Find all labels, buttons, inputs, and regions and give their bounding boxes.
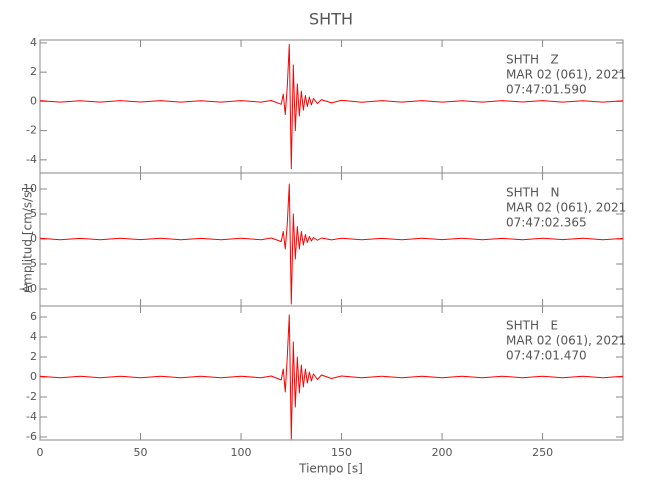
waveform (39, 183, 624, 305)
trace-annotation: SHTH E (506, 319, 558, 333)
y-tick-label: -10 (19, 282, 37, 295)
trace-annotation: SHTH Z (506, 53, 559, 67)
x-tick-label: 100 (231, 446, 252, 459)
y-tick-label: 6 (30, 310, 37, 323)
x-tick-label: 150 (331, 446, 352, 459)
y-tick-label: 4 (30, 36, 37, 49)
trace-annotation: 07:47:02.365 (506, 216, 587, 230)
panel-frame (39, 305, 624, 441)
trace-annotation: MAR 02 (061), 2021 (506, 201, 626, 215)
y-tick-label: 10 (23, 182, 37, 195)
y-tick-label: 4 (30, 330, 37, 343)
y-tick-label: 0 (30, 370, 37, 383)
y-tick-label: -5 (26, 257, 37, 270)
trace-annotation: MAR 02 (061), 2021 (506, 334, 626, 348)
y-tick-label: -4 (26, 410, 37, 423)
y-axis-label: Amplitud [cm/s/s] (21, 187, 35, 293)
y-tick-label: -4 (26, 153, 37, 166)
trace-annotation: 07:47:01.470 (506, 349, 587, 363)
chart-title: SHTH (309, 10, 353, 29)
x-axis-label: Tiempo [s] (298, 462, 363, 476)
x-tick-label: 250 (532, 446, 553, 459)
y-tick-label: -6 (26, 430, 37, 443)
y-tick-label: 2 (30, 65, 37, 78)
y-tick-label: -2 (26, 390, 37, 403)
waveform (39, 43, 624, 170)
y-tick-label: 2 (30, 350, 37, 363)
y-tick-label: 0 (30, 94, 37, 107)
trace-annotation: MAR 02 (061), 2021 (506, 68, 626, 82)
y-tick-label: 0 (30, 232, 37, 245)
x-tick-label: 200 (432, 446, 453, 459)
trace-annotation: 07:47:01.590 (506, 83, 587, 97)
x-tick-label: 0 (37, 446, 44, 459)
waveform (39, 314, 624, 440)
y-tick-label: 5 (30, 207, 37, 220)
y-tick-label: -2 (26, 124, 37, 137)
x-tick-label: 50 (134, 446, 148, 459)
trace-annotation: SHTH N (506, 186, 559, 200)
